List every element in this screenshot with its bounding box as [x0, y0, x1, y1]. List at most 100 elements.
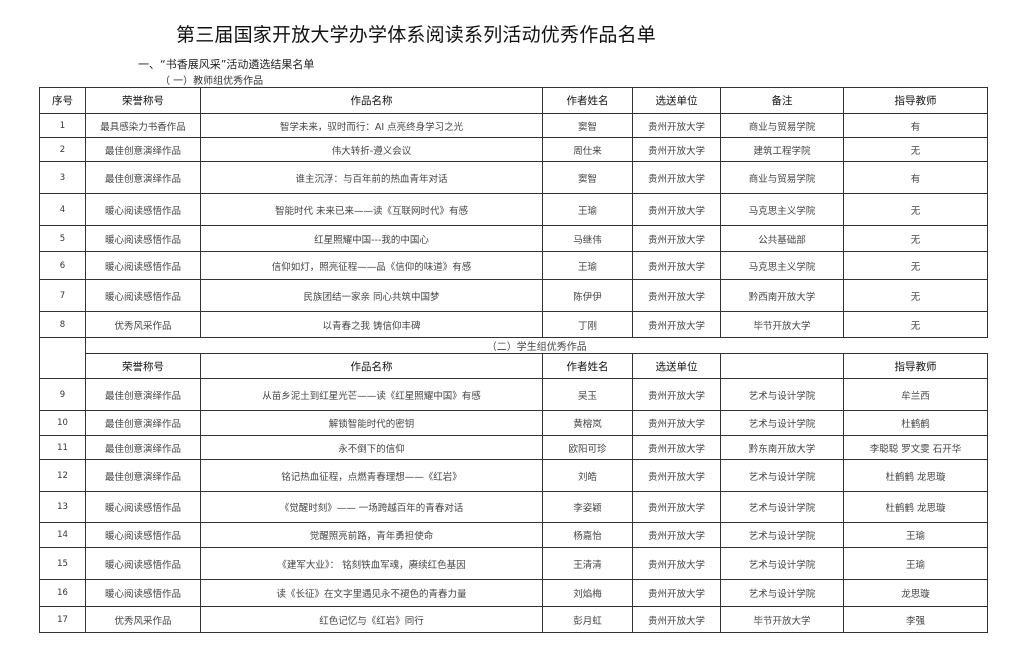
table-row: 11 最佳创意演绎作品 永不倒下的信仰 欧阳可珍 贵州开放大学 黔东南开放大学 李聪聪 罗文…	[39, 435, 988, 460]
author-cell: 王瑜	[542, 193, 633, 226]
unit-cell: 贵州开放大学	[632, 491, 721, 523]
advisor-cell: 李强	[843, 606, 988, 633]
note-cell: 艺术与设计学院	[720, 378, 844, 411]
work-title-cell: 读《长征》在文字里遇见永不褪色的青春力量	[200, 579, 543, 607]
note-cell: 建筑工程学院	[720, 137, 844, 162]
table-row: 13 暖心阅读感悟作品 《觉醒时刻》—— 一场跨越百年的青春对话 李姿颖 贵州开放大学艺…	[39, 491, 988, 523]
author-cell: 彭月虹	[542, 606, 633, 633]
work-title-cell: 解锁智能时代的密钥	[200, 410, 543, 436]
seq-cell: 6	[39, 251, 86, 280]
unit-cell: 贵州开放大学	[632, 522, 721, 548]
header-seq: 序号	[39, 87, 86, 114]
unit-cell: 贵州开放大学	[632, 410, 721, 436]
student-group-heading: （二）学生组优秀作品	[85, 337, 988, 354]
unit-cell: 贵州开放大学	[632, 279, 721, 312]
unit-cell: 贵州开放大学	[632, 459, 721, 492]
honor-cell: 最佳创意演绎作品	[85, 435, 201, 460]
advisor-cell: 有	[843, 161, 988, 194]
note-cell: 公共基础部	[720, 225, 844, 252]
advisor-cell: 无	[843, 137, 988, 162]
awards-table: 序号 荣誉称号 作品名称 作者姓名 选送单位 备注 指导教师 1 最具感染力书香作品 智学未来，驭…	[39, 87, 988, 633]
unit-cell: 贵州开放大学	[632, 137, 721, 162]
seq-cell: 3	[39, 161, 86, 194]
note-cell: 毕节开放大学	[720, 311, 844, 338]
seq-cell: 7	[39, 279, 86, 312]
work-title-cell: 永不倒下的信仰	[200, 435, 543, 460]
work-title-cell: 以青春之我 铸信仰丰碑	[200, 311, 543, 338]
table-row: 6 暖心阅读感悟作品 信仰如灯，照亮征程——品《信仰的味道》有感 王瑜 贵州开放大学 马克…	[39, 251, 988, 280]
table-row: 2 最佳创意演绎作品 伟大转折-遵义会议 周仕来 贵州开放大学 建筑工程学院无	[39, 137, 988, 162]
honor-cell: 优秀风采作品	[85, 311, 201, 338]
unit-cell: 贵州开放大学	[632, 547, 721, 580]
work-title-cell: 铭记热血征程，点燃青春理想——《红岩》	[200, 459, 543, 492]
honor-cell: 最具感染力书香作品	[85, 113, 201, 138]
note-cell: 艺术与设计学院	[720, 459, 844, 492]
blank-cell	[39, 337, 86, 379]
table-row: 12 最佳创意演绎作品 铭记热血征程，点燃青春理想——《红岩》 刘皓 贵州开放大学 艺术与…	[39, 459, 988, 492]
seq-cell: 10	[39, 410, 86, 436]
unit-cell: 贵州开放大学	[632, 606, 721, 633]
header-honor: 荣誉称号	[85, 353, 201, 379]
honor-cell: 暖心阅读感悟作品	[85, 522, 201, 548]
header-advisor: 指导教师	[843, 353, 988, 379]
header-advisor: 指导教师	[843, 87, 988, 114]
seq-cell: 2	[39, 137, 86, 162]
work-title-cell: 红星照耀中国---我的中国心	[200, 225, 543, 252]
unit-cell: 贵州开放大学	[632, 161, 721, 194]
note-cell: 黔东南开放大学	[720, 435, 844, 460]
honor-cell: 暖心阅读感悟作品	[85, 225, 201, 252]
honor-cell: 优秀风采作品	[85, 606, 201, 633]
note-cell: 艺术与设计学院	[720, 522, 844, 548]
work-title-cell: 谁主沉浮：与百年前的热血青年对话	[200, 161, 543, 194]
advisor-cell: 无	[843, 193, 988, 226]
honor-cell: 暖心阅读感悟作品	[85, 491, 201, 523]
section-row: （二）学生组优秀作品	[39, 337, 988, 379]
honor-cell: 暖心阅读感悟作品	[85, 547, 201, 580]
honor-cell: 最佳创意演绎作品	[85, 459, 201, 492]
advisor-cell: 无	[843, 251, 988, 280]
seq-cell: 12	[39, 459, 86, 492]
header-unit: 选送单位	[632, 87, 721, 114]
table-row: 17 优秀风采作品 红色记忆与《红岩》同行 彭月虹 贵州开放大学 毕节开放大学 李强	[39, 606, 988, 633]
author-cell: 黄榕岚	[542, 410, 633, 436]
page-title: 第三届国家开放大学办学体系阅读系列活动优秀作品名单	[176, 24, 657, 46]
advisor-cell: 无	[843, 225, 988, 252]
unit-cell: 贵州开放大学	[632, 435, 721, 460]
table-row: 1 最具感染力书香作品 智学未来，驭时而行：AI 点亮终身学习之光 窦智 贵州开放大学商…	[39, 113, 988, 138]
honor-cell: 暖心阅读感悟作品	[85, 251, 201, 280]
honor-cell: 暖心阅读感悟作品	[85, 279, 201, 312]
header-author: 作者姓名	[542, 87, 633, 114]
advisor-cell: 无	[843, 311, 988, 338]
work-title-cell: 《建军大业》： 铭刻铁血军魂，赓续红色基因	[200, 547, 543, 580]
work-title-cell: 红色记忆与《红岩》同行	[200, 606, 543, 633]
advisor-cell: 杜鹤鹤 龙思璇	[843, 491, 988, 523]
header-note: 备注	[720, 87, 844, 114]
work-title-cell: 《觉醒时刻》—— 一场跨越百年的青春对话	[200, 491, 543, 523]
advisor-cell: 王瑜	[843, 547, 988, 580]
advisor-cell: 有	[843, 113, 988, 138]
advisor-cell: 杜鹤鹤	[843, 410, 988, 436]
unit-cell: 贵州开放大学	[632, 225, 721, 252]
unit-cell: 贵州开放大学	[632, 378, 721, 411]
table-header-row: 序号 荣誉称号 作品名称 作者姓名 选送单位 备注 指导教师	[39, 87, 988, 114]
author-cell: 欧阳可珍	[542, 435, 633, 460]
note-cell: 毕节开放大学	[720, 606, 844, 633]
seq-cell: 8	[39, 311, 86, 338]
author-cell: 刘皓	[542, 459, 633, 492]
author-cell: 吴玉	[542, 378, 633, 411]
advisor-cell: 龙思璇	[843, 579, 988, 607]
unit-cell: 贵州开放大学	[632, 579, 721, 607]
note-cell: 艺术与设计学院	[720, 579, 844, 607]
unit-cell: 贵州开放大学	[632, 193, 721, 226]
table-row: 10 最佳创意演绎作品 解锁智能时代的密钥 黄榕岚 贵州开放大学 艺术与设计学院 杜鹤鹤	[39, 410, 988, 436]
author-cell: 李姿颖	[542, 491, 633, 523]
seq-cell: 4	[39, 193, 86, 226]
unit-cell: 贵州开放大学	[632, 251, 721, 280]
header-note	[720, 353, 844, 379]
table-row: 16 暖心阅读感悟作品 读《长征》在文字里遇见永不褪色的青春力量 刘焰梅 贵州开放大学艺…	[39, 579, 988, 607]
author-cell: 王瑜	[542, 251, 633, 280]
table-header-row: 荣誉称号 作品名称 作者姓名 选送单位 指导教师	[40, 353, 988, 379]
seq-cell: 13	[39, 491, 86, 523]
author-cell: 刘焰梅	[542, 579, 633, 607]
note-cell: 马克思主义学院	[720, 251, 844, 280]
